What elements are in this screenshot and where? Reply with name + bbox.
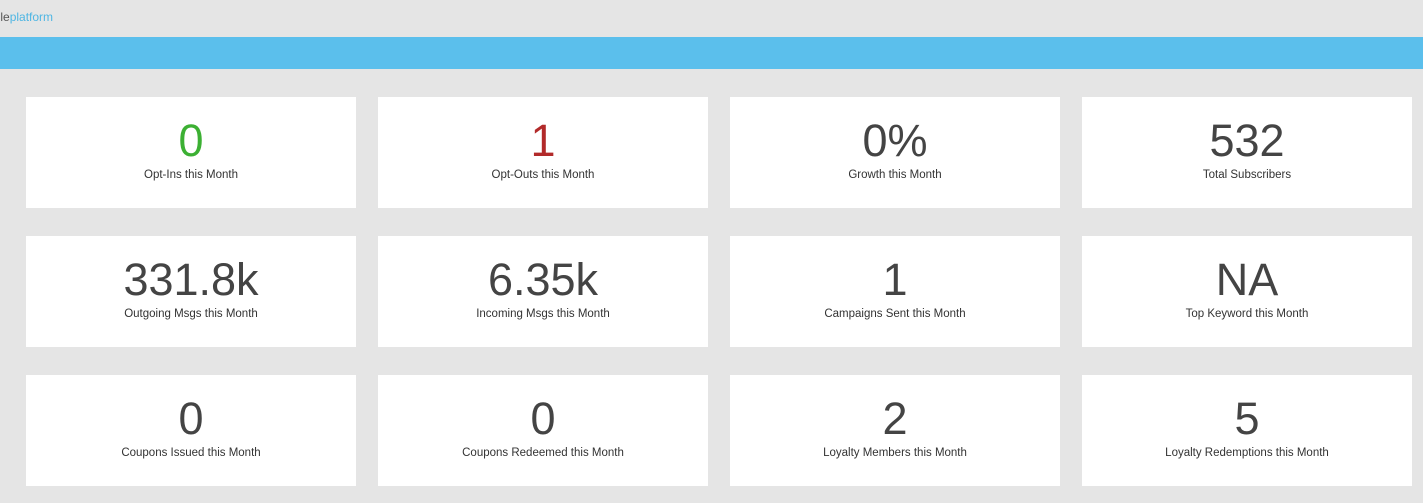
stat-card-coupons-issued: 0 Coupons Issued this Month	[26, 375, 356, 486]
stat-card-incoming-msgs: 6.35k Incoming Msgs this Month	[378, 236, 708, 347]
stat-label: Loyalty Members this Month	[823, 447, 967, 459]
stat-value: 0	[178, 115, 204, 166]
stat-label: Top Keyword this Month	[1185, 308, 1309, 320]
stat-label: Coupons Redeemed this Month	[462, 447, 624, 459]
stat-card-opt-outs: 1 Opt-Outs this Month	[378, 97, 708, 208]
brand-logo[interactable]: bileplatform	[0, 10, 53, 24]
stat-label: Growth this Month	[848, 169, 942, 181]
stat-label: Campaigns Sent this Month	[824, 308, 966, 320]
stat-label: Loyalty Redemptions this Month	[1165, 447, 1329, 459]
brand-accent: platform	[9, 10, 54, 24]
stat-card-total-subscribers: 532 Total Subscribers	[1082, 97, 1412, 208]
accent-navbar	[0, 37, 1423, 69]
stat-label: Outgoing Msgs this Month	[124, 308, 258, 320]
stat-value: 1	[530, 115, 556, 166]
stat-card-opt-ins: 0 Opt-Ins this Month	[26, 97, 356, 208]
stats-grid: 0 Opt-Ins this Month 1 Opt-Outs this Mon…	[26, 97, 1412, 486]
stat-card-top-keyword: NA Top Keyword this Month	[1082, 236, 1412, 347]
top-header: bileplatform	[0, 0, 1423, 37]
stat-value: 0	[530, 393, 556, 444]
stat-card-outgoing-msgs: 331.8k Outgoing Msgs this Month	[26, 236, 356, 347]
brand-prefix: bile	[0, 10, 10, 24]
stat-card-growth: 0% Growth this Month	[730, 97, 1060, 208]
stat-label: Opt-Outs this Month	[491, 169, 595, 181]
stat-label: Incoming Msgs this Month	[476, 308, 610, 320]
stat-value: 5	[1234, 393, 1260, 444]
stat-value: 1	[882, 254, 908, 305]
stat-value: 2	[882, 393, 908, 444]
stat-card-campaigns-sent: 1 Campaigns Sent this Month	[730, 236, 1060, 347]
stat-label: Total Subscribers	[1202, 169, 1292, 181]
stat-value: 6.35k	[487, 254, 599, 305]
stat-value: 0	[178, 393, 204, 444]
stat-card-coupons-redeemed: 0 Coupons Redeemed this Month	[378, 375, 708, 486]
stat-label: Coupons Issued this Month	[121, 447, 261, 459]
stat-value: 331.8k	[123, 254, 259, 305]
stat-value: 532	[1209, 115, 1285, 166]
stat-label: Opt-Ins this Month	[144, 169, 238, 181]
stat-card-loyalty-redemptions: 5 Loyalty Redemptions this Month	[1082, 375, 1412, 486]
stat-card-loyalty-members: 2 Loyalty Members this Month	[730, 375, 1060, 486]
stat-value: NA	[1215, 254, 1279, 305]
stat-value: 0%	[862, 115, 928, 166]
